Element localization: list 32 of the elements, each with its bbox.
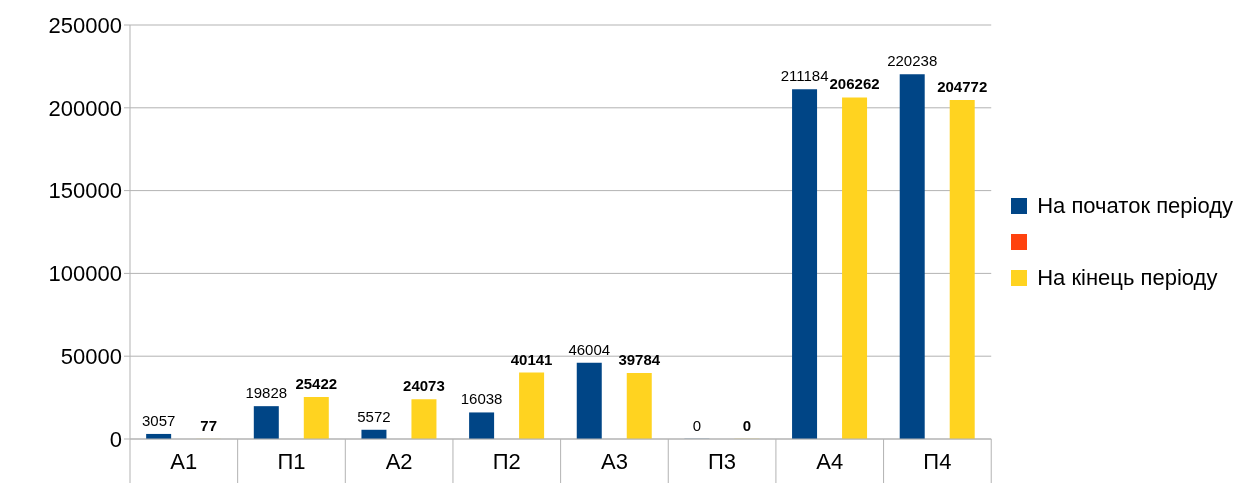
- data-label: 16038: [460, 390, 503, 408]
- data-label: 39784: [618, 351, 661, 369]
- y-tick-label: 150000: [48, 178, 122, 204]
- data-label: 0: [742, 416, 752, 434]
- data-label: 19828: [245, 384, 288, 402]
- y-tick-label: 250000: [48, 12, 122, 38]
- data-label: 220238: [887, 52, 938, 70]
- x-tick-label: П1: [277, 449, 306, 474]
- x-tick-label: П3: [708, 449, 737, 474]
- legend-label: На початок періоду: [1037, 192, 1233, 219]
- data-label: 40141: [510, 350, 553, 368]
- data-label: 25422: [295, 374, 338, 392]
- x-tick-label: П4: [923, 449, 952, 474]
- data-label: 77: [200, 416, 217, 434]
- data-label: 24073: [403, 377, 445, 395]
- legend-label: На кінець періоду: [1037, 264, 1218, 291]
- data-label: 204772: [937, 77, 988, 95]
- data-label: 206262: [829, 75, 880, 93]
- data-label: 5572: [357, 407, 391, 425]
- data-label: 211184: [780, 67, 829, 85]
- y-tick-label: 0: [109, 426, 122, 452]
- y-tick-label: 50000: [60, 344, 122, 370]
- x-tick-label: А1: [170, 449, 198, 474]
- x-tick-label: П2: [492, 449, 521, 474]
- x-tick-label: А3: [600, 449, 628, 474]
- y-tick-label: 200000: [48, 95, 122, 121]
- data-label: 46004: [568, 340, 611, 358]
- y-tick-label: 100000: [48, 261, 122, 287]
- data-label: 0: [692, 416, 702, 434]
- x-tick-label: А4: [816, 449, 844, 474]
- x-tick-label: А2: [385, 449, 413, 474]
- data-label: 3057: [141, 411, 176, 429]
